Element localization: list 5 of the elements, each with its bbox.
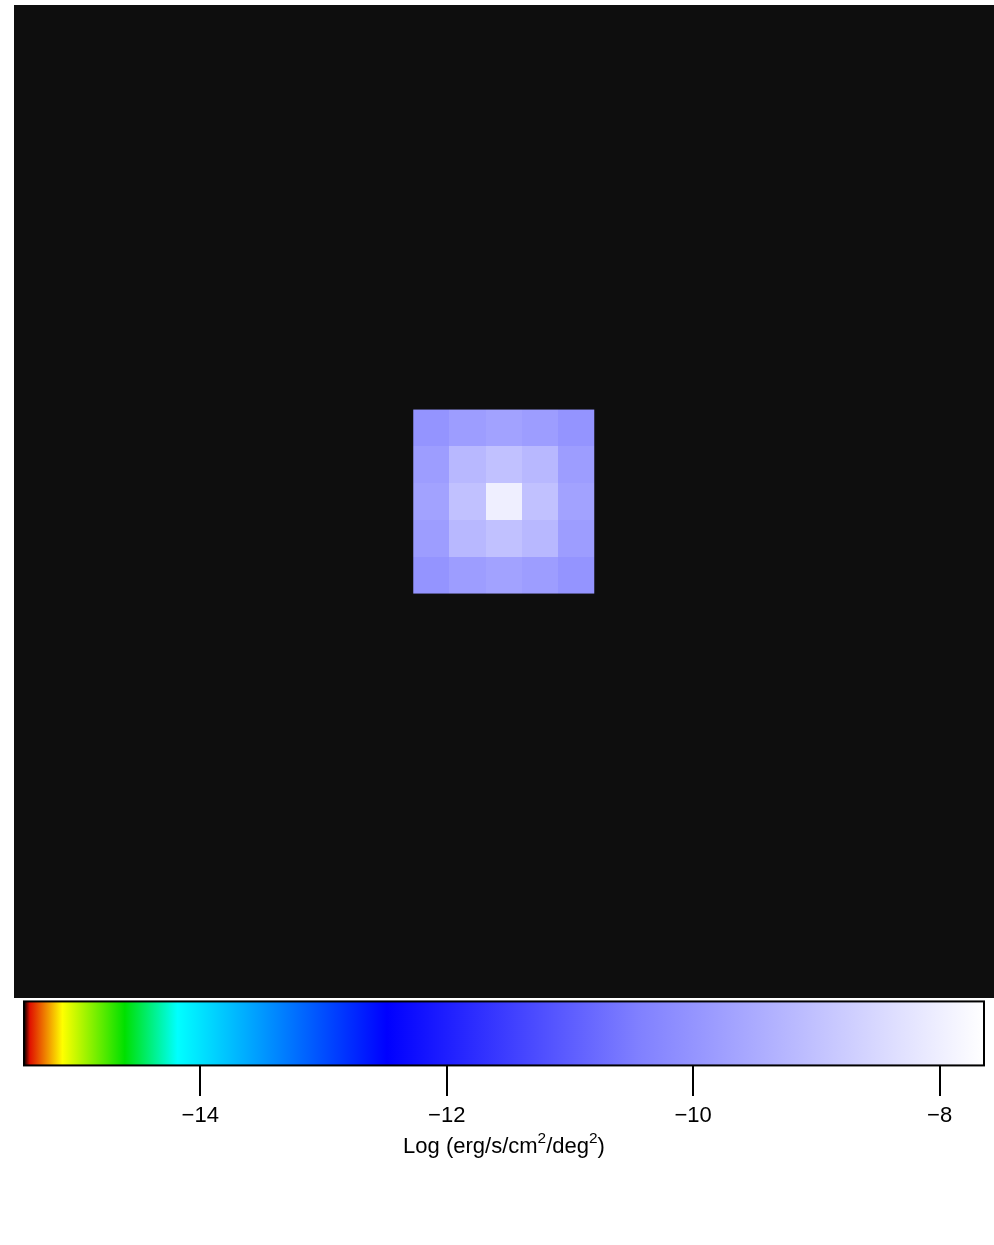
- color-bar-title: Log (erg/s/cm$^{2}$/deg$^{2}$): [403, 1129, 605, 1158]
- color-bar-label: −10: [674, 1102, 712, 1128]
- color-bar-label: −8: [927, 1102, 953, 1128]
- color-bar-label: −12: [428, 1102, 466, 1128]
- color-bar-label: −14: [181, 1102, 219, 1128]
